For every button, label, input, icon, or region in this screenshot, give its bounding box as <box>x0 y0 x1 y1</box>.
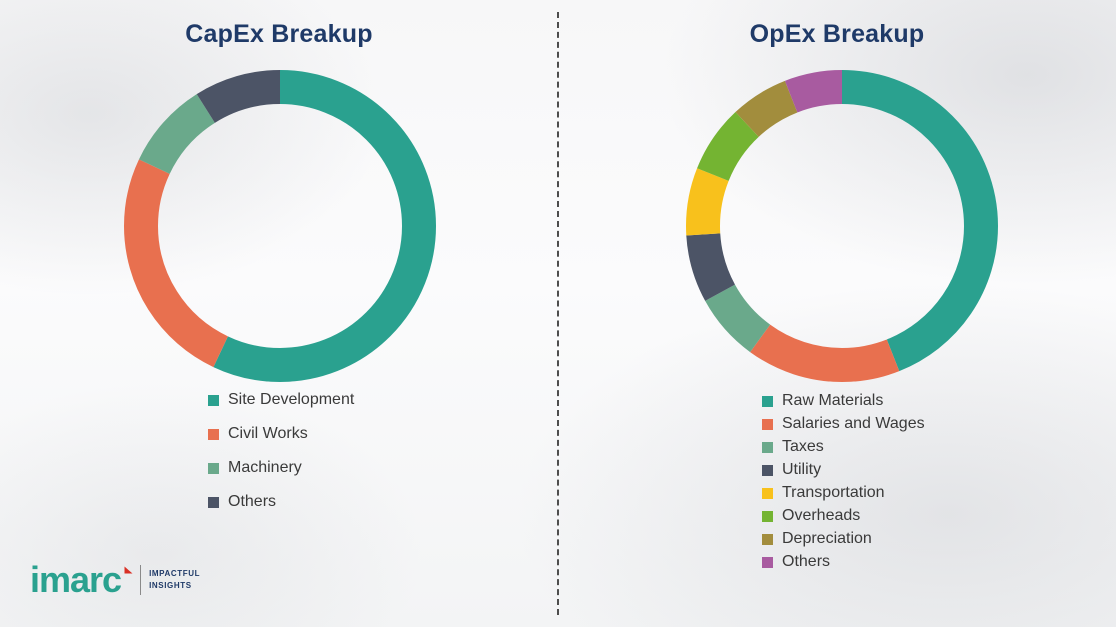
opex-chart-title: OpEx Breakup <box>749 20 925 48</box>
legend-swatch-utility <box>762 464 773 476</box>
imarc-logo: imarc IMPACTFUL INSIGHTS <box>30 562 200 598</box>
legend-item-civil-works: Civil Works <box>208 424 354 444</box>
legend-item-site-development: Site Development <box>208 390 354 410</box>
legend-swatch-taxes <box>762 441 773 453</box>
legend-label: Civil Works <box>228 425 308 442</box>
donut-segment-others <box>686 70 998 382</box>
opex-legend: Raw Materials Salaries and Wages Taxes Util… <box>762 391 925 572</box>
opex-donut-svg <box>686 70 998 382</box>
legend-swatch-others <box>762 556 773 568</box>
legend-swatch-machinery <box>208 462 219 474</box>
legend-label: Depreciation <box>782 530 872 547</box>
legend-swatch-others <box>208 496 219 508</box>
legend-item-overheads: Overheads <box>762 506 925 526</box>
capex-chart-title: CapEx Breakup <box>185 20 373 48</box>
legend-label: Others <box>782 553 831 570</box>
legend-label: Raw Materials <box>782 392 884 409</box>
logo-accent-triangle <box>124 566 133 574</box>
legend-swatch-raw-materials <box>762 395 773 407</box>
legend-label: Machinery <box>228 459 302 476</box>
legend-item-others: Others <box>208 492 354 512</box>
legend-label: Site Development <box>228 391 355 408</box>
logo-divider-bar <box>140 565 142 595</box>
logo-tagline-line1: IMPACTFUL <box>149 569 201 579</box>
legend-label: Others <box>228 493 277 510</box>
capex-legend: Site Development Civil Works Machinery Othe… <box>208 390 354 512</box>
legend-label: Taxes <box>782 438 824 455</box>
legend-swatch-civil-works <box>208 428 219 440</box>
logo-tagline-line2: INSIGHTS <box>149 581 192 590</box>
legend-item-salaries-and-wages: Salaries and Wages <box>762 414 925 434</box>
imarc-wordmark: imarc <box>30 559 122 600</box>
logo-tagline: IMPACTFUL INSIGHTS <box>149 568 200 591</box>
legend-item-raw-materials: Raw Materials <box>762 391 925 411</box>
donut-segment-salaries-and-wages <box>686 70 998 382</box>
vertical-dashed-divider <box>557 12 559 615</box>
legend-item-utility: Utility <box>762 460 925 480</box>
donut-segment-transportation <box>686 70 998 382</box>
legend-label: Salaries and Wages <box>782 415 925 432</box>
legend-swatch-transportation <box>762 487 773 499</box>
legend-swatch-salaries-and-wages <box>762 418 773 430</box>
legend-item-depreciation: Depreciation <box>762 529 925 549</box>
legend-item-transportation: Transportation <box>762 483 925 503</box>
donut-segment-others <box>124 70 436 382</box>
legend-label: Utility <box>782 461 822 478</box>
legend-swatch-site-development <box>208 394 219 406</box>
legend-swatch-overheads <box>762 510 773 522</box>
legend-item-machinery: Machinery <box>208 458 354 478</box>
legend-label: Overheads <box>782 507 861 524</box>
legend-item-others: Others <box>762 552 925 572</box>
legend-swatch-depreciation <box>762 533 773 545</box>
capex-donut-svg <box>124 70 436 382</box>
donut-segment-civil-works <box>124 70 436 382</box>
legend-label: Transportation <box>782 484 885 501</box>
legend-item-taxes: Taxes <box>762 437 925 457</box>
